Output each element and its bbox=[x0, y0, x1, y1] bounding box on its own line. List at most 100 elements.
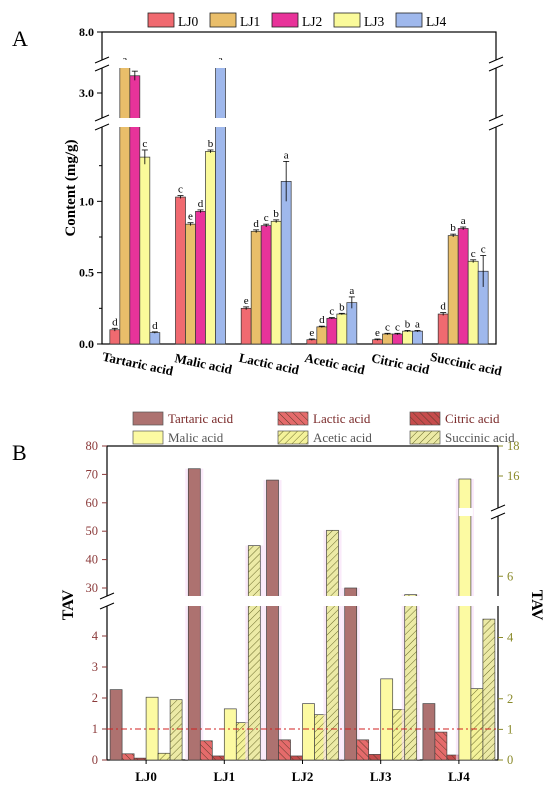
bar-lj1 bbox=[250, 230, 262, 345]
legend-hatch-lactic bbox=[278, 412, 308, 425]
bar-lj4 bbox=[346, 302, 358, 345]
left-y-tick-label: 80 bbox=[86, 439, 99, 453]
right-y-tick-label: 0 bbox=[507, 753, 513, 767]
bar-lj1 bbox=[119, 65, 131, 345]
panel-a: A LJ0 LJ1 LJ2 LJ3 LJ4 0.0 0.5 1.0 3.0 8.0 Content (… bbox=[12, 12, 504, 379]
left-y-tick-label: 2 bbox=[92, 691, 98, 705]
x-category-label: LJ0 bbox=[135, 769, 157, 784]
right-y-tick-label: 6 bbox=[507, 569, 513, 583]
panel-a-letter: A bbox=[12, 26, 28, 51]
legend-swatch-tartaric bbox=[132, 411, 164, 426]
left-y-tick-label: 30 bbox=[86, 581, 99, 595]
panel-b-letter: B bbox=[12, 440, 27, 465]
legend-label-lj2: LJ2 bbox=[302, 14, 322, 29]
panel-a-frame bbox=[101, 31, 497, 345]
legend-label-acetic: Acetic acid bbox=[313, 430, 372, 445]
significance-label: e bbox=[244, 295, 249, 307]
axis-break-mark bbox=[488, 56, 504, 64]
x-category-label: Citric acid bbox=[370, 350, 431, 377]
legend-hatch-succinic bbox=[410, 431, 440, 444]
bar-lj4 bbox=[215, 65, 226, 345]
significance-label: e bbox=[188, 211, 193, 223]
bar-hatch-lactic-acid bbox=[356, 739, 369, 760]
bar-lj4 bbox=[280, 181, 292, 345]
legend-label-lj1: LJ1 bbox=[240, 14, 260, 29]
legend-label-malic: Malic acid bbox=[168, 430, 224, 445]
right-y-tick-label: 18 bbox=[507, 439, 520, 453]
bar-malic-acid bbox=[302, 703, 315, 761]
significance-label: c bbox=[395, 321, 400, 333]
axis-break-mark bbox=[490, 504, 506, 512]
significance-label: d bbox=[152, 320, 158, 332]
significance-label: c bbox=[264, 212, 269, 224]
significance-label: c bbox=[471, 248, 476, 260]
legend-label-citric: Citric acid bbox=[445, 411, 500, 426]
bar-malic-acid bbox=[380, 678, 394, 761]
significance-label: b bbox=[273, 208, 279, 220]
x-category-label: Acetic acid bbox=[303, 350, 367, 378]
bar-hatch-succinic-acid bbox=[482, 619, 495, 760]
significance-label: a bbox=[415, 318, 420, 330]
left-y-tick-label: 40 bbox=[86, 553, 99, 567]
bar-malic-acid bbox=[223, 708, 237, 761]
bar-hatch-lactic-acid bbox=[434, 732, 447, 760]
axis-break-mark bbox=[94, 114, 110, 122]
bar-lj3 bbox=[336, 313, 348, 345]
bar-break-gap bbox=[184, 598, 205, 605]
bar-lj2 bbox=[457, 228, 469, 345]
bar-break-gap bbox=[262, 598, 283, 605]
left-y-tick-label: 1 bbox=[92, 722, 98, 736]
x-category-label: Lactic acid bbox=[238, 350, 302, 378]
axis-break-mark bbox=[94, 64, 110, 72]
significance-label: c bbox=[481, 244, 486, 256]
bar-hatch-succinic-acid bbox=[170, 699, 183, 760]
bar-lj1 bbox=[382, 333, 393, 345]
legend-swatch-lj2 bbox=[271, 12, 299, 28]
panel-b: B Tartaric acid Lactic acid Citric acid Mali… bbox=[12, 411, 545, 784]
y-tick-label: 8.0 bbox=[79, 25, 94, 39]
bar-lj2 bbox=[195, 210, 206, 345]
significance-label: c bbox=[178, 184, 183, 196]
significance-label: b bbox=[339, 301, 345, 313]
bar-lj3 bbox=[402, 330, 413, 345]
significance-label: e bbox=[309, 327, 314, 339]
bar-lj2 bbox=[326, 317, 338, 345]
legend-swatch-lj3 bbox=[333, 12, 361, 28]
bar-hatch-citric-acid bbox=[368, 754, 381, 760]
left-y-tick-label: 70 bbox=[86, 467, 99, 481]
bar-hatch-succinic-acid bbox=[248, 545, 261, 760]
x-category-label: LJ4 bbox=[448, 769, 470, 784]
axis-break-mark bbox=[490, 512, 506, 520]
legend-hatch-acetic bbox=[278, 431, 308, 444]
significance-label: b bbox=[450, 222, 456, 234]
significance-label: e bbox=[375, 327, 380, 339]
bar-lj1 bbox=[185, 223, 196, 345]
bar-hatch-acetic-acid bbox=[470, 688, 483, 760]
legend-label-lj3: LJ3 bbox=[364, 14, 385, 29]
axis-break-mark bbox=[99, 602, 115, 610]
significance-label: d bbox=[253, 218, 259, 230]
axis-break-gap bbox=[94, 118, 504, 127]
y-tick-label: 1.0 bbox=[79, 194, 94, 208]
bar-tartaric-acid bbox=[187, 468, 201, 761]
right-y-tick-label: 1 bbox=[507, 722, 513, 736]
significance-label: d bbox=[319, 314, 325, 326]
legend-hatch-citric bbox=[410, 412, 440, 425]
x-category-label: LJ1 bbox=[213, 769, 235, 784]
right-y-axis-label: TAV bbox=[528, 590, 545, 621]
x-category-label: Succinic acid bbox=[429, 349, 504, 379]
significance-label: d bbox=[112, 316, 118, 328]
significance-label: a bbox=[284, 149, 289, 161]
bar-hatch-acetic-acid bbox=[158, 753, 171, 760]
axis-break-mark bbox=[99, 592, 115, 600]
bar-lj3 bbox=[139, 156, 151, 345]
bar-lj3 bbox=[270, 220, 282, 345]
x-category-label: LJ3 bbox=[370, 769, 392, 784]
bar-lj2 bbox=[392, 333, 403, 345]
significance-label: b bbox=[208, 138, 214, 150]
legend-swatch-lj1 bbox=[209, 12, 237, 28]
bar-lj0 bbox=[437, 313, 449, 345]
axis-break-mark bbox=[488, 114, 504, 122]
bar-tartaric-acid bbox=[109, 689, 123, 761]
